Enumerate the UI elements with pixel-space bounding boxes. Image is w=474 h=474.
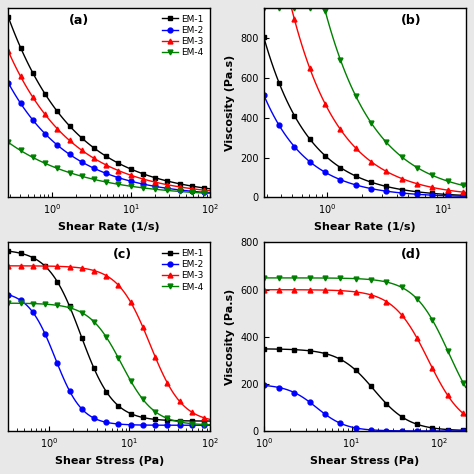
X-axis label: Shear Stress (Pa): Shear Stress (Pa) bbox=[310, 456, 419, 465]
Y-axis label: Viscosity (Pa.s): Viscosity (Pa.s) bbox=[225, 289, 235, 385]
EM-1 bbox=[109, 397, 115, 402]
EM-4 bbox=[191, 421, 197, 427]
EM-1 bbox=[197, 184, 203, 190]
Legend: EM-1, EM-2, EM-3, EM-4: EM-1, EM-2, EM-3, EM-4 bbox=[160, 247, 206, 293]
X-axis label: Shear Rate (1/s): Shear Rate (1/s) bbox=[314, 221, 416, 231]
Line: EM-1: EM-1 bbox=[6, 249, 213, 423]
EM-4 bbox=[126, 374, 131, 380]
EM-3 bbox=[191, 410, 197, 416]
EM-1 bbox=[197, 418, 203, 424]
EM-3 bbox=[208, 188, 213, 194]
Text: (b): (b) bbox=[401, 14, 422, 27]
Line: EM-4: EM-4 bbox=[6, 301, 213, 427]
EM-1 bbox=[208, 418, 213, 424]
X-axis label: Shear Rate (1/s): Shear Rate (1/s) bbox=[58, 221, 160, 231]
Line: EM-3: EM-3 bbox=[6, 49, 213, 193]
EM-3 bbox=[197, 187, 203, 192]
EM-3 bbox=[126, 172, 131, 177]
EM-2 bbox=[191, 189, 197, 194]
Text: (a): (a) bbox=[69, 14, 89, 27]
EM-3 bbox=[53, 124, 58, 129]
EM-4 bbox=[109, 344, 115, 350]
EM-4 bbox=[53, 302, 58, 308]
EM-1 bbox=[191, 183, 197, 189]
EM-4 bbox=[44, 161, 50, 167]
EM-4 bbox=[197, 421, 203, 427]
Text: (d): (d) bbox=[401, 248, 422, 261]
EM-2 bbox=[197, 422, 203, 428]
Text: (c): (c) bbox=[113, 248, 132, 261]
EM-2 bbox=[208, 190, 213, 196]
EM-2 bbox=[208, 422, 213, 428]
EM-2 bbox=[126, 178, 131, 183]
EM-3 bbox=[126, 296, 131, 301]
EM-3 bbox=[197, 413, 203, 419]
Legend: EM-1, EM-2, EM-3, EM-4: EM-1, EM-2, EM-3, EM-4 bbox=[160, 13, 206, 59]
EM-2 bbox=[53, 140, 58, 146]
EM-2 bbox=[6, 292, 11, 298]
EM-2 bbox=[197, 189, 203, 195]
EM-4 bbox=[6, 301, 11, 306]
EM-1 bbox=[53, 276, 58, 282]
EM-3 bbox=[109, 277, 115, 283]
EM-2 bbox=[53, 356, 58, 361]
EM-3 bbox=[109, 165, 115, 171]
EM-3 bbox=[53, 264, 58, 269]
EM-1 bbox=[44, 265, 50, 271]
Line: EM-2: EM-2 bbox=[6, 81, 213, 195]
EM-3 bbox=[208, 417, 213, 422]
EM-4 bbox=[208, 191, 213, 196]
EM-1 bbox=[6, 248, 11, 254]
EM-2 bbox=[126, 422, 131, 428]
EM-4 bbox=[126, 183, 131, 189]
EM-4 bbox=[191, 190, 197, 195]
EM-3 bbox=[44, 114, 50, 120]
EM-2 bbox=[44, 336, 50, 341]
EM-2 bbox=[191, 422, 197, 428]
Line: EM-4: EM-4 bbox=[6, 140, 213, 196]
Line: EM-3: EM-3 bbox=[6, 264, 213, 422]
EM-1 bbox=[109, 157, 115, 163]
EM-2 bbox=[6, 80, 11, 86]
EM-3 bbox=[6, 48, 11, 54]
EM-4 bbox=[6, 139, 11, 145]
EM-3 bbox=[44, 263, 50, 269]
Y-axis label: Viscosity (Pa.s): Viscosity (Pa.s) bbox=[225, 55, 235, 151]
Line: EM-1: EM-1 bbox=[6, 15, 213, 191]
Line: EM-2: EM-2 bbox=[6, 292, 213, 428]
EM-1 bbox=[126, 165, 131, 171]
EM-1 bbox=[208, 186, 213, 191]
EM-3 bbox=[191, 186, 197, 192]
EM-4 bbox=[208, 422, 213, 428]
EM-4 bbox=[109, 181, 115, 186]
EM-2 bbox=[44, 133, 50, 138]
EM-2 bbox=[109, 173, 115, 179]
EM-1 bbox=[6, 14, 11, 20]
EM-4 bbox=[197, 190, 203, 196]
EM-3 bbox=[6, 263, 11, 269]
X-axis label: Shear Stress (Pa): Shear Stress (Pa) bbox=[55, 456, 164, 465]
EM-2 bbox=[109, 420, 115, 426]
EM-1 bbox=[44, 94, 50, 100]
EM-4 bbox=[53, 165, 58, 171]
EM-1 bbox=[53, 106, 58, 111]
EM-1 bbox=[126, 410, 131, 416]
EM-1 bbox=[191, 418, 197, 424]
EM-4 bbox=[44, 301, 50, 307]
